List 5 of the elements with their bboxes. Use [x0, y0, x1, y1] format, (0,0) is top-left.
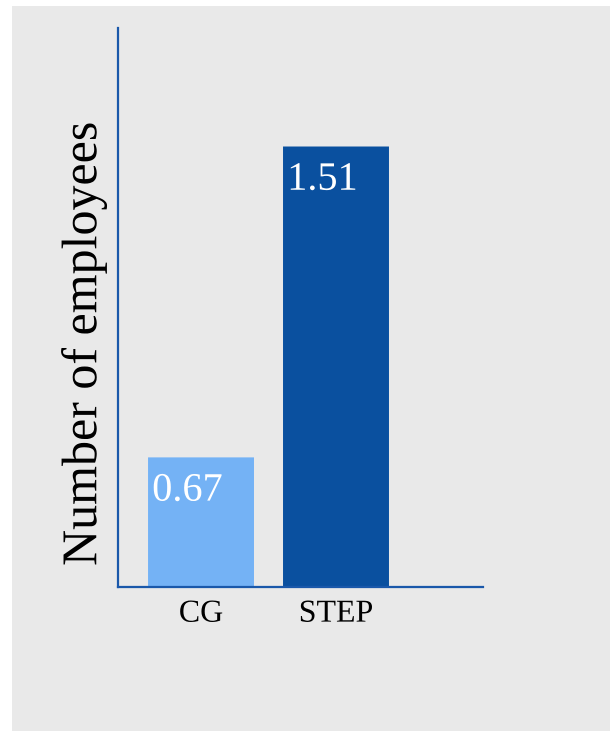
data-label: 1.51 [290, 163, 356, 190]
y-axis-title: Number of employees [61, 123, 108, 565]
x-tick-label: CG [180, 600, 222, 622]
data-label: 0.67 [154, 474, 222, 502]
x-tick-label: STEP [300, 600, 372, 622]
